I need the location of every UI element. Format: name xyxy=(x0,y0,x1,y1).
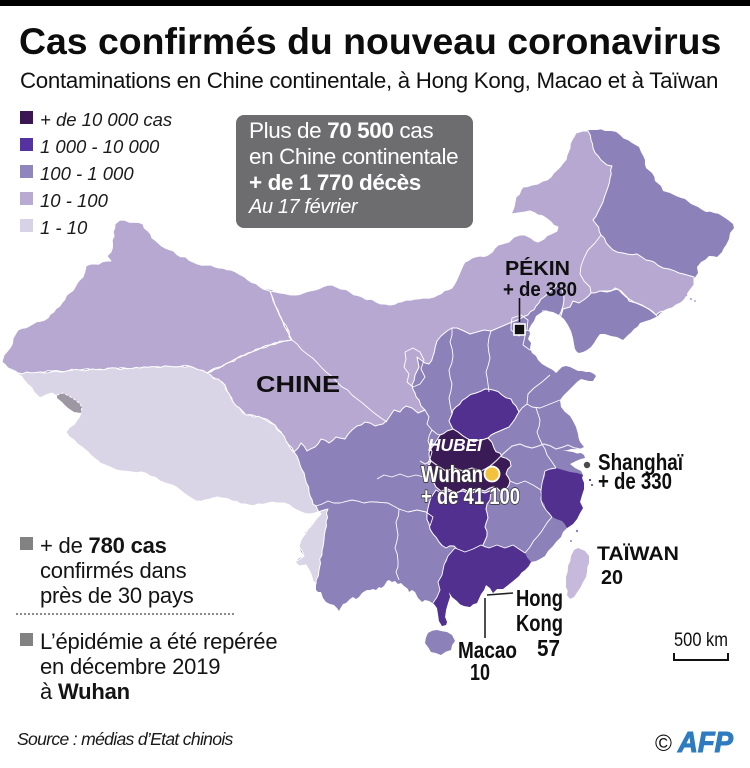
svg-text:Hong: Hong xyxy=(516,585,563,611)
svg-text:Kong: Kong xyxy=(516,610,563,636)
svg-text:+ de 330: + de 330 xyxy=(598,468,672,494)
svg-text:PÉKIN: PÉKIN xyxy=(505,257,570,280)
svg-text:+ de 380: + de 380 xyxy=(503,278,577,301)
svg-text:HUBEI: HUBEI xyxy=(428,435,483,455)
svg-text:AFP: AFP xyxy=(677,727,734,759)
svg-text:CHINE: CHINE xyxy=(256,371,340,397)
svg-text:©: © xyxy=(655,730,672,756)
svg-text:57: 57 xyxy=(537,635,560,661)
svg-text:10: 10 xyxy=(470,659,490,685)
svg-text:500 km: 500 km xyxy=(674,630,728,651)
svg-text:+ de 41 100: + de 41 100 xyxy=(421,483,520,509)
svg-text:Shanghaï: Shanghaï xyxy=(598,449,683,475)
svg-text:20: 20 xyxy=(601,567,623,589)
svg-text:Wuhan: Wuhan xyxy=(421,461,483,487)
svg-text:TAÏWAN: TAÏWAN xyxy=(597,542,679,565)
svg-text:Macao: Macao xyxy=(458,637,517,663)
